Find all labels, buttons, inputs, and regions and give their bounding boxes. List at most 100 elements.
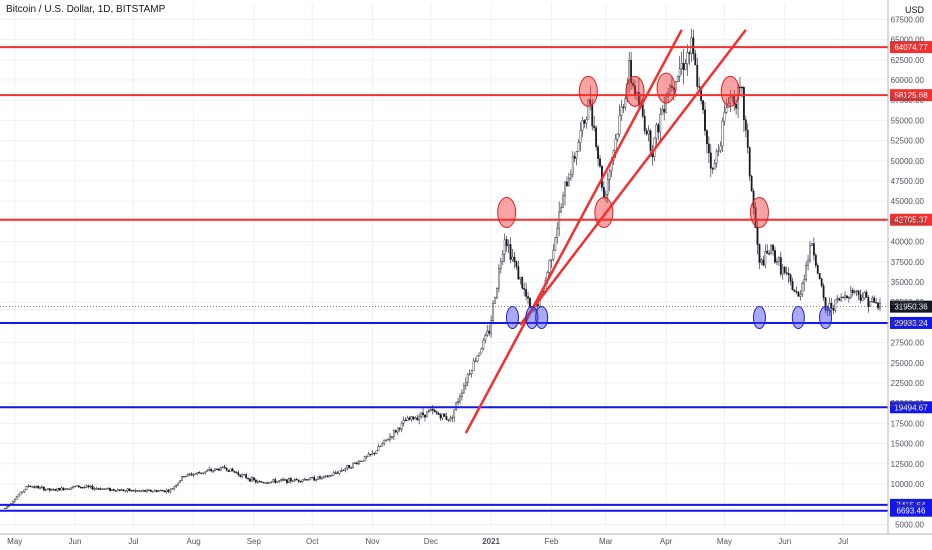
- candle-body: [816, 265, 819, 274]
- candle: [836, 294, 839, 304]
- candle-body: [247, 477, 249, 480]
- candle: [552, 244, 555, 262]
- candle-body: [785, 272, 788, 274]
- candle-body: [787, 273, 790, 276]
- y-tick-label: 15000.00: [891, 440, 925, 449]
- candle: [669, 83, 671, 94]
- candle-body: [820, 278, 823, 286]
- candle-body: [480, 348, 483, 354]
- candle: [159, 489, 162, 492]
- candle-body: [301, 479, 304, 482]
- candle-body: [194, 473, 197, 475]
- candle-body: [486, 330, 489, 336]
- candle: [513, 251, 516, 269]
- candle-body: [842, 296, 844, 299]
- candle: [177, 482, 179, 486]
- x-tick-label: Jul: [128, 537, 138, 546]
- candle: [64, 488, 67, 491]
- candle-body: [221, 466, 224, 468]
- candle-body: [564, 181, 566, 196]
- markers[interactable]: [497, 72, 833, 330]
- candle-body: [476, 355, 479, 362]
- candle: [270, 481, 273, 484]
- candle-body: [853, 291, 856, 293]
- candle: [847, 296, 850, 303]
- resistance-marker: [497, 197, 517, 229]
- candle: [564, 181, 566, 206]
- candle-body: [144, 490, 146, 492]
- candle-body: [352, 462, 354, 468]
- candle: [105, 488, 108, 490]
- candle-body: [147, 489, 150, 491]
- candle-body: [865, 291, 868, 298]
- candle-body: [4, 507, 6, 510]
- candle: [289, 476, 292, 484]
- x-tick-label: Aug: [186, 537, 200, 546]
- candle-body: [855, 290, 858, 292]
- candle-body: [25, 486, 28, 490]
- candle-body: [76, 485, 78, 487]
- candle-body: [91, 485, 94, 490]
- candle: [6, 506, 8, 510]
- candle: [31, 485, 34, 488]
- candle: [583, 119, 586, 128]
- candle-body: [15, 496, 18, 500]
- y-tick-label: 22500.00: [891, 379, 925, 388]
- candle: [744, 115, 747, 138]
- level-label: 6693.46: [897, 507, 926, 516]
- candle: [420, 411, 423, 420]
- candle-body: [525, 289, 528, 297]
- candle: [709, 144, 712, 178]
- candle: [834, 299, 837, 313]
- candle: [147, 489, 150, 491]
- candle-body: [6, 506, 8, 509]
- candle-body: [507, 244, 510, 247]
- candle-body: [721, 120, 724, 147]
- candle: [830, 297, 833, 315]
- candle-body: [678, 68, 681, 77]
- x-tick-label: Oct: [306, 537, 319, 546]
- candle-body: [871, 297, 874, 303]
- candle: [713, 159, 716, 170]
- trend-lines[interactable]: [464, 29, 747, 434]
- candle-body: [723, 112, 726, 122]
- candle-body: [548, 260, 551, 273]
- candle: [109, 487, 111, 492]
- candle: [342, 469, 345, 472]
- candle: [770, 244, 773, 255]
- candle: [13, 498, 16, 503]
- candle-body: [764, 250, 767, 266]
- candle: [585, 116, 588, 129]
- candle-body: [461, 392, 463, 397]
- y-tick-label: 50000.00: [891, 157, 925, 166]
- y-tick-label: 10000.00: [891, 480, 925, 489]
- candle-body: [754, 207, 757, 229]
- candle-body: [44, 489, 47, 491]
- candle: [595, 125, 598, 151]
- candle: [50, 488, 53, 492]
- candle-body: [449, 417, 452, 421]
- candle-body: [235, 471, 238, 474]
- grid: [0, 3, 888, 530]
- candle-body: [863, 291, 866, 299]
- candle-body: [499, 261, 502, 269]
- horizontal-levels[interactable]: 31950.36 64074.77 58125.68 42705.37 29933.24…: [0, 41, 932, 517]
- candle: [391, 436, 393, 440]
- candle-body: [552, 249, 555, 260]
- candle: [404, 417, 407, 422]
- candle-body: [120, 489, 123, 492]
- candle: [527, 291, 529, 305]
- candle-body: [696, 64, 699, 87]
- candle-body: [181, 476, 183, 481]
- candle-body: [363, 456, 366, 462]
- candle-body: [581, 120, 584, 131]
- y-tick-label: 25000.00: [891, 359, 925, 368]
- time-axis[interactable]: May Jun Jul Aug Sep Oct Nov Dec 2021 Feb Mar Apr May…: [0, 533, 932, 546]
- candle: [46, 488, 49, 491]
- candle-body: [39, 487, 41, 489]
- price-series: [4, 28, 881, 510]
- candle-body: [198, 472, 201, 474]
- price-axis[interactable]: 5000.00 7500.00 10000.00 12500.00 15000.00 17…: [887, 0, 925, 534]
- candle: [682, 49, 685, 85]
